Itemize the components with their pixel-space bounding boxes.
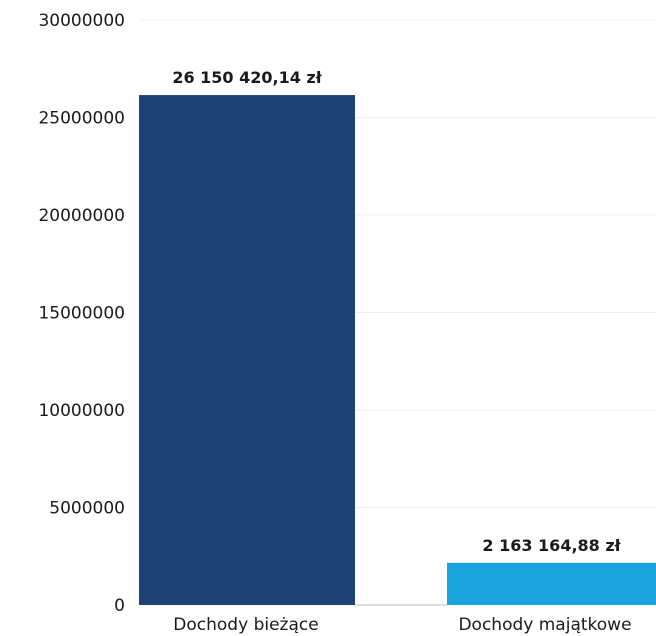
y-tick-label: 10000000 bbox=[38, 401, 125, 421]
x-axis-category-labels: Dochody bieżące Dochody majątkowe bbox=[173, 615, 631, 635]
y-tick-label: 25000000 bbox=[38, 109, 125, 129]
y-tick-label: 30000000 bbox=[38, 11, 125, 31]
bars bbox=[139, 95, 656, 606]
bar-value-label: 2 163 164,88 zł bbox=[482, 536, 621, 555]
category-label: Dochody majątkowe bbox=[458, 615, 631, 635]
data-labels: 26 150 420,14 zł 2 163 164,88 zł bbox=[172, 68, 621, 555]
bar-value-label: 26 150 420,14 zł bbox=[172, 68, 322, 87]
bar bbox=[447, 562, 656, 605]
bar bbox=[139, 95, 355, 606]
category-label: Dochody bieżące bbox=[173, 615, 318, 635]
y-tick-label: 15000000 bbox=[38, 304, 125, 324]
y-tick-label: 20000000 bbox=[38, 206, 125, 226]
y-axis-tick-labels: 0 5000000 10000000 15000000 20000000 25000000… bbox=[38, 11, 125, 616]
y-tick-label: 5000000 bbox=[49, 499, 125, 519]
y-tick-label: 0 bbox=[114, 596, 125, 616]
